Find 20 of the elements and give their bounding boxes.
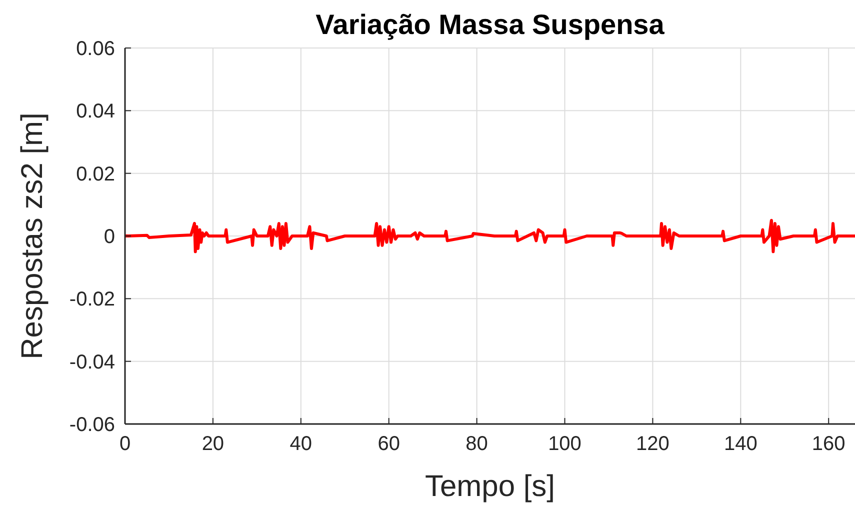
x-tick-label: 0 [119,433,131,455]
y-tick-label: -0.02 [69,288,115,311]
x-tick-label: 80 [466,433,488,455]
x-tick-label: 120 [636,433,670,455]
y-tick-label: 0.04 [76,100,115,123]
y-tick-label: 0.06 [76,38,115,60]
y-tick-label: -0.04 [69,351,115,374]
line-series [125,218,855,254]
chart-title: Variação Massa Suspensa [316,9,665,40]
x-tick-label: 20 [202,433,224,455]
x-tick-label: 40 [290,433,312,455]
y-tick-label: 0 [104,226,115,248]
y-tick-label: -0.06 [69,414,115,436]
x-tick-label: 100 [548,433,582,455]
y-axis-title: Respostas zs2 [m] [16,112,49,360]
x-tick-label: 140 [724,433,758,455]
x-tick-label: 60 [378,433,400,455]
x-axis-title: Tempo [s] [424,470,556,503]
x-tick-label: 160 [812,433,846,455]
y-tick-label: 0.02 [76,163,115,186]
